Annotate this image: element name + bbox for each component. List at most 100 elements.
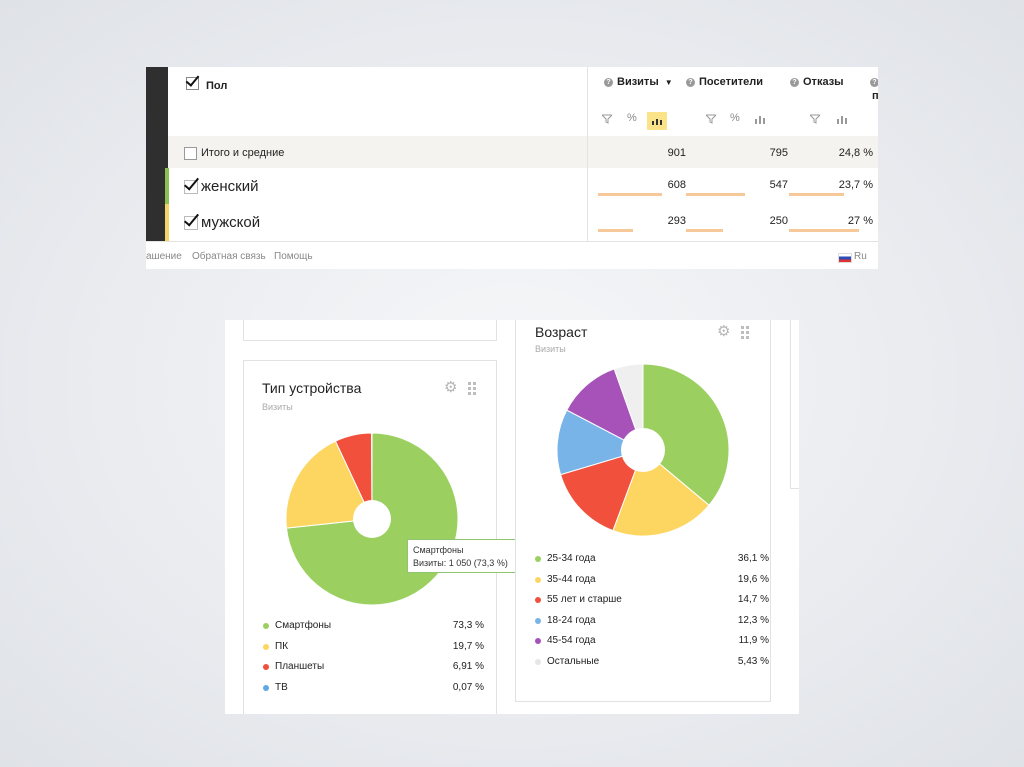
russian-flag-icon[interactable] (838, 253, 852, 263)
help-link[interactable]: Помощь (274, 251, 313, 262)
legend-item[interactable]: 25-34 года 36,1 % (535, 553, 769, 567)
legend-item[interactable]: Смартфоны 73,3 % (263, 620, 484, 634)
legend-item[interactable]: 55 лет и старше 14,7 % (535, 594, 769, 608)
total-label: Итого и средние (201, 147, 285, 159)
row-label: женский (201, 178, 259, 195)
row-checkbox[interactable] (184, 180, 198, 194)
legend-label: ТВ (275, 681, 288, 693)
total-bounces: 24,8 % (838, 147, 873, 159)
widget-subtitle: Визиты (535, 344, 566, 354)
widgets-panel: Тип устройства Визиты ⚙ Смартфоны Визиты… (225, 320, 799, 714)
gear-icon[interactable]: ⚙ (444, 379, 458, 396)
column-visits[interactable]: ? Визиты ▼ (604, 76, 673, 88)
legend-color-dot (535, 597, 541, 603)
legend-label: 18-24 года (547, 614, 596, 626)
visitors-share-bar (686, 193, 745, 196)
pie-hole (621, 428, 665, 472)
help-icon[interactable]: ? (870, 78, 878, 87)
pie-hole (353, 500, 391, 538)
report-table: Пол ? Визиты ▼ ? Посетители ? Отказы ? п % … (146, 67, 878, 269)
column-divider (587, 67, 588, 241)
row-visits: 608 (667, 179, 686, 191)
legend-color-dot (535, 638, 541, 644)
filter-icon[interactable] (810, 114, 820, 124)
gear-icon[interactable]: ⚙ (717, 323, 731, 340)
legend-label: 55 лет и старше (547, 594, 622, 605)
legend-item[interactable]: Планшеты 6,91 % (263, 661, 484, 675)
legend-item[interactable]: Остальные 5,43 % (535, 656, 769, 670)
row-bounces: 27 % (847, 215, 873, 227)
pie-slice-4[interactable] (556, 409, 645, 476)
visits-share-bar (598, 193, 662, 196)
bar-chart-icon[interactable] (647, 112, 667, 130)
legend-item[interactable]: ПК 19,7 % (263, 641, 484, 655)
tooltip-value: Визиты: 1 050 (73,3 %) (413, 558, 508, 568)
row-checkbox[interactable] (184, 216, 198, 230)
legend-value: 6,91 % (452, 661, 484, 672)
chart-tooltip: Смартфоны Визиты: 1 050 (73,3 %) (407, 539, 517, 573)
sort-desc-icon[interactable]: ▼ (664, 78, 673, 87)
help-icon[interactable]: ? (686, 78, 695, 87)
legend-value: 36,1 % (737, 553, 769, 564)
visits-share-bar (598, 229, 634, 232)
column-next-label: п (872, 90, 878, 102)
legend-color-dot (263, 643, 269, 650)
filter-icon[interactable] (602, 114, 612, 124)
row-visits: 293 (667, 215, 686, 227)
column-next[interactable]: ? (870, 76, 878, 88)
visitors-share-bar (686, 229, 724, 232)
legend-label: Остальные (547, 655, 600, 667)
table-row[interactable]: мужской 293 250 27 % (165, 204, 878, 241)
age-pie-chart[interactable] (556, 363, 730, 537)
card-fragment (790, 320, 799, 489)
column-visits-label: Визиты (617, 76, 659, 88)
pie-slice-2[interactable] (285, 440, 373, 529)
widget-title: Тип устройства (262, 380, 362, 396)
pie-slice-3[interactable] (559, 449, 644, 532)
bar-chart-icon[interactable] (836, 114, 848, 124)
legend-item[interactable]: 45-54 года 11,9 % (535, 635, 769, 649)
pie-slice-1[interactable] (642, 363, 730, 506)
drag-handle-icon[interactable] (741, 326, 749, 339)
help-icon[interactable]: ? (604, 78, 613, 87)
language-label[interactable]: Ru (854, 251, 867, 262)
percent-icon[interactable]: % (627, 112, 637, 124)
pie-slice-6[interactable] (613, 363, 644, 451)
legend-label: Планшеты (275, 661, 325, 672)
legend-label: Смартфоны (275, 620, 332, 631)
column-bounces[interactable]: ? Отказы (790, 76, 844, 88)
column-bounces-label: Отказы (803, 76, 844, 88)
row-checkbox[interactable] (184, 147, 197, 160)
device-type-widget: Тип устройства Визиты ⚙ Смартфоны Визиты… (243, 360, 517, 714)
filter-icon[interactable] (706, 114, 716, 124)
row-label: мужской (201, 214, 261, 231)
feedback-link[interactable]: Обратная связь (192, 251, 266, 262)
legend-color-dot (263, 664, 269, 670)
legend-label: 35-44 года (547, 573, 596, 585)
legend-value: 11,9 % (738, 635, 769, 646)
widget-title: Возраст (535, 324, 588, 340)
legend-color-dot (535, 576, 541, 583)
legend-item[interactable]: 18-24 года 12,3 % (535, 615, 769, 629)
bounces-share-bar (789, 229, 859, 232)
row-visitors: 250 (769, 215, 788, 227)
help-icon[interactable]: ? (790, 78, 799, 87)
pie-slice-2[interactable] (612, 449, 710, 537)
legend-item[interactable]: ТВ 0,07 % (263, 682, 484, 696)
device-pie-chart[interactable] (282, 429, 462, 609)
drag-handle-icon[interactable] (468, 382, 476, 395)
header-checkbox[interactable] (186, 77, 199, 90)
footer-link[interactable]: ашение (146, 251, 182, 262)
table-row-total: Итого и средние 901 795 24,8 % (168, 136, 878, 169)
table-row[interactable]: женский 608 547 23,7 % (165, 168, 878, 205)
total-visitors: 795 (769, 147, 788, 159)
pie-slice-5[interactable] (566, 368, 644, 452)
legend-color-dot (263, 623, 269, 629)
bounces-share-bar (789, 193, 844, 196)
legend-item[interactable]: 35-44 года 19,6 % (535, 574, 769, 588)
table-side-strip (146, 67, 168, 241)
percent-icon[interactable]: % (730, 112, 740, 124)
bar-chart-icon[interactable] (754, 114, 766, 124)
table-header: Пол ? Визиты ▼ ? Посетители ? Отказы ? п % … (168, 67, 878, 136)
column-visitors[interactable]: ? Посетители (686, 76, 763, 88)
